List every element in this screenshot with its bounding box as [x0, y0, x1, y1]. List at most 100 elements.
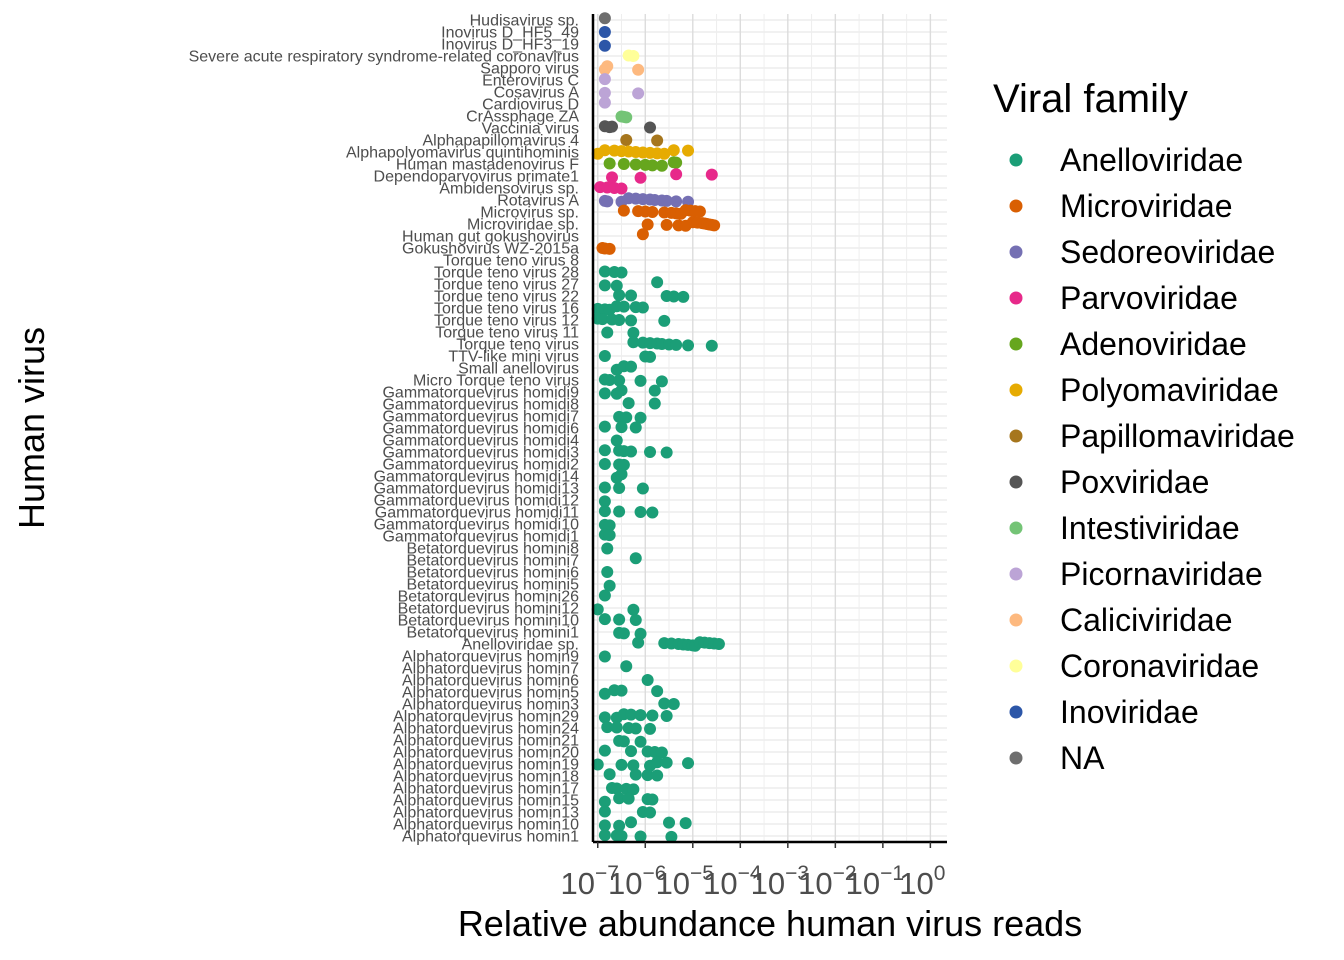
data-point [627, 50, 640, 62]
data-point [679, 817, 692, 830]
data-point [617, 158, 630, 170]
data-point [646, 506, 659, 519]
data-point [598, 650, 611, 663]
data-point [634, 374, 647, 387]
legend-item: Microviridae [1009, 188, 1232, 224]
data-point [615, 421, 628, 434]
data-point [613, 505, 626, 518]
data-point [598, 144, 611, 157]
data-point [665, 830, 678, 843]
data-point [632, 63, 645, 76]
data-point [603, 242, 616, 255]
data-point [617, 204, 630, 217]
y-axis-title: Human virus [11, 327, 52, 529]
x-axis-title: Relative abundance human virus reads [458, 903, 1082, 944]
legend-label: Adenoviridae [1060, 326, 1247, 362]
y-tick-label: Gammatorquevirus homidi9 [382, 385, 579, 402]
data-point [615, 384, 628, 397]
y-tick-label: Human gut gokushovirus [402, 229, 579, 246]
y-tick-label: Gammatorquevirus homidi12 [374, 493, 580, 510]
legend-item: Coronaviridae [1009, 648, 1259, 684]
data-point [622, 397, 635, 410]
legend-label: Polyomaviridae [1060, 372, 1279, 408]
y-tick-label: Gammatorquevirus homidi7 [382, 409, 579, 426]
data-point [598, 819, 611, 832]
data-point [598, 589, 611, 602]
data-point [615, 266, 628, 279]
y-tick-label: Gammatorquevirus homidi4 [382, 433, 579, 450]
y-tick-label: Gammatorquevirus homidi11 [375, 505, 579, 522]
data-point [598, 829, 611, 842]
data-point [629, 722, 642, 735]
y-tick-label: Betatorquevirus homini1 [406, 625, 579, 642]
data-point [651, 276, 664, 289]
data-point [613, 314, 626, 326]
data-point [601, 721, 614, 734]
data-point [644, 350, 657, 363]
data-point [646, 159, 659, 172]
legend-swatch [1009, 199, 1023, 213]
data-point [634, 709, 647, 722]
data-point [660, 218, 673, 231]
data-point [598, 495, 611, 508]
x-tick-label: 10−2 [798, 862, 856, 901]
y-tick-label: Torque teno virus [456, 337, 579, 354]
y-tick-label: Torque teno virus 27 [434, 277, 579, 294]
data-point [615, 830, 628, 842]
data-point [617, 627, 630, 640]
data-point [596, 313, 609, 326]
data-point [598, 505, 611, 518]
data-point [705, 168, 718, 181]
data-point [636, 228, 649, 241]
data-point [598, 458, 611, 470]
legend-item: NA [1009, 740, 1105, 776]
data-point [598, 711, 611, 724]
x-tick-label: 10−7 [561, 862, 619, 901]
legend-label: Anelloviridae [1060, 142, 1243, 178]
legend-swatch [1009, 429, 1023, 443]
data-point [682, 339, 695, 352]
y-tick-label: Alphatorquevirus homin29 [393, 709, 579, 726]
legend-label: Poxviridae [1060, 464, 1209, 500]
data-point [627, 326, 640, 339]
data-point [660, 446, 673, 459]
legend-item: Poxviridae [1009, 464, 1209, 500]
x-tick-label: 10−6 [608, 862, 666, 901]
data-point [648, 384, 661, 397]
y-tick-label: Alphatorquevirus homin21 [393, 733, 579, 750]
y-tick-label: TTV-like mini virus [448, 349, 579, 366]
y-tick-label: Cosavirus A [494, 85, 580, 102]
data-point [629, 552, 642, 565]
data-point [646, 793, 659, 806]
y-tick-label: Vaccinia virus [481, 121, 579, 138]
legend-label: Papillomaviridae [1060, 418, 1295, 454]
data-point [601, 542, 614, 555]
data-point [610, 434, 623, 447]
data-point [670, 195, 683, 208]
data-point [598, 795, 611, 808]
data-point [598, 481, 611, 494]
data-point [615, 684, 628, 697]
x-tick-label: 10−4 [703, 862, 762, 901]
data-point [625, 445, 638, 458]
data-point [598, 613, 611, 626]
legend-item: Sedoreoviridae [1009, 234, 1275, 270]
data-point [627, 603, 640, 616]
data-point [603, 519, 616, 532]
data-point [625, 708, 638, 721]
y-tick-label: Betatorquevirus homini12 [398, 601, 580, 618]
data-point [712, 638, 725, 650]
data-point [620, 134, 633, 146]
data-point [708, 219, 721, 232]
y-tick-label: Gammatorquevirus homidi14 [374, 469, 580, 486]
data-point [644, 446, 657, 458]
data-point [613, 613, 626, 626]
data-point [660, 756, 673, 769]
y-tick-label: Alphatorquevirus homin1 [402, 829, 579, 846]
data-point [598, 350, 611, 362]
data-point [634, 830, 647, 843]
legend-swatch [1009, 751, 1023, 765]
data-point [667, 290, 680, 303]
data-point [598, 279, 611, 292]
data-point [615, 468, 628, 481]
